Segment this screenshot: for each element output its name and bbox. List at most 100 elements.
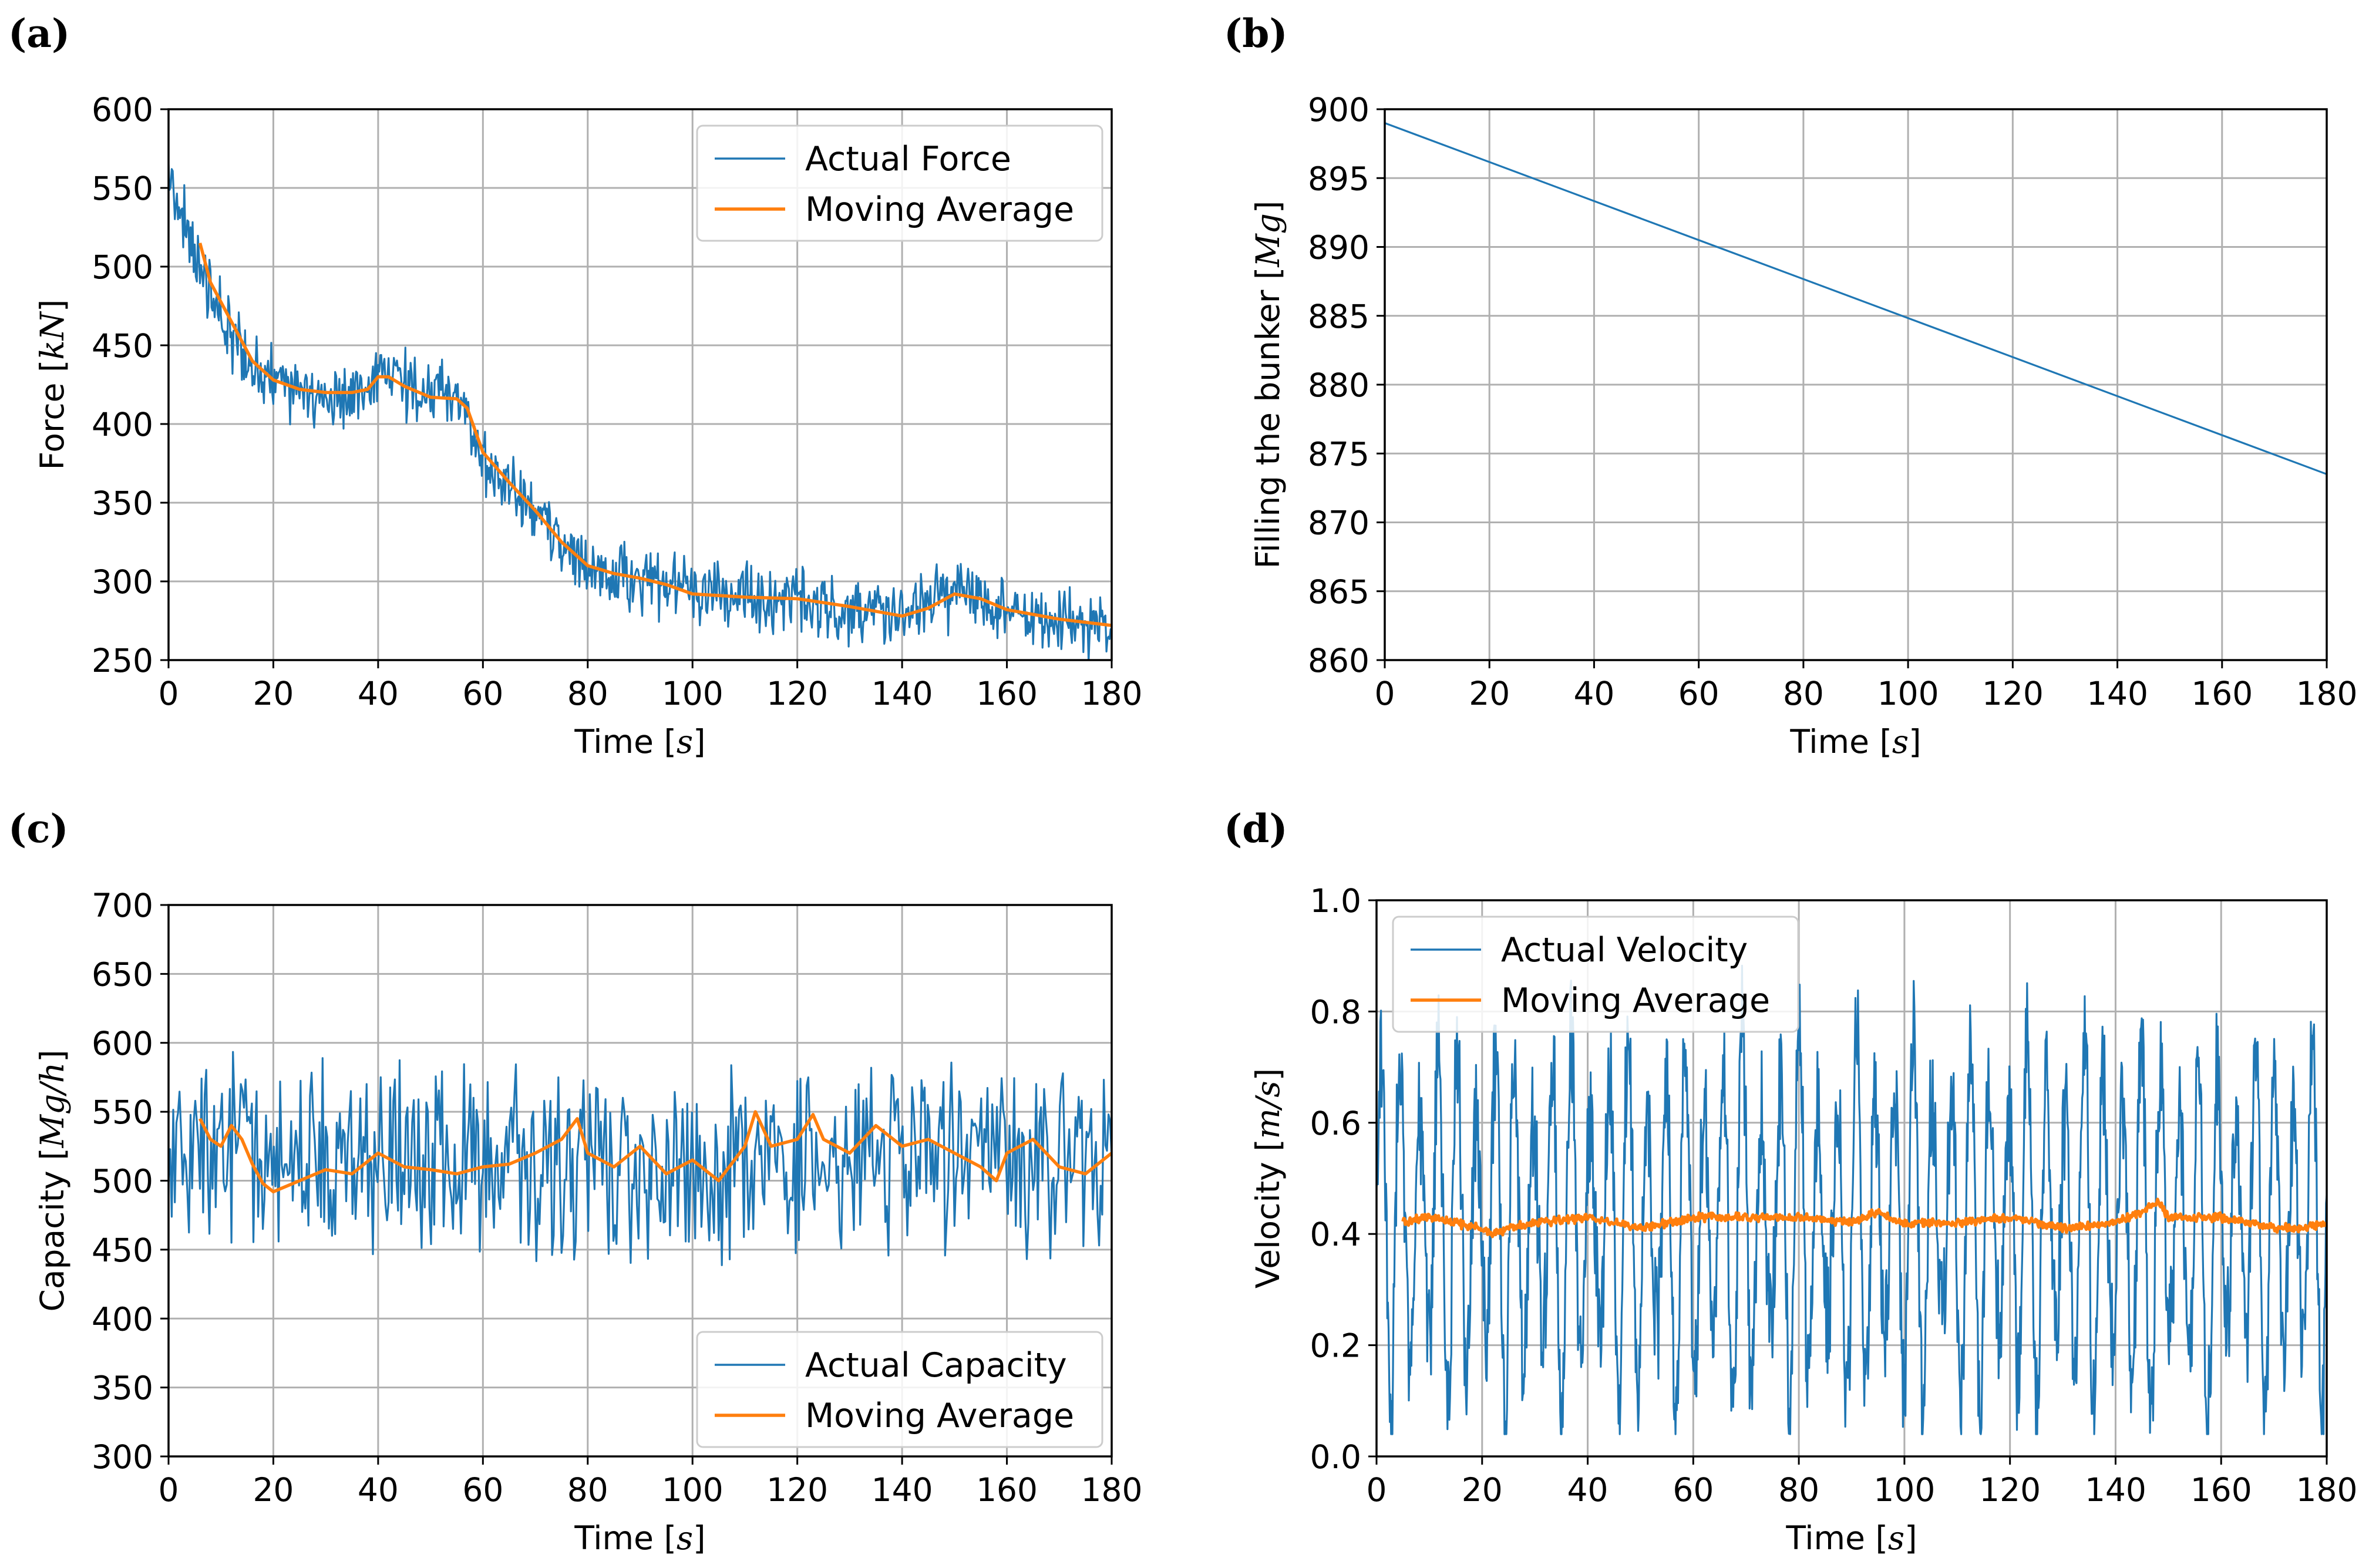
y-tick-label: 300 xyxy=(92,1438,153,1476)
x-tick-label: 0 xyxy=(1367,1471,1387,1509)
chart-c: 0 20 40 60 80 100 120 140 160 180 300 350 400 450 500 5… xyxy=(33,887,1142,1557)
chart-d: 0 20 40 60 80 100 120 140 160 180 0.0 0.2 0.4 0.6 0.8 1… xyxy=(1249,882,2357,1557)
series-group xyxy=(169,164,1112,660)
y-tick-label: 870 xyxy=(1308,504,1369,542)
y-tick-label: 860 xyxy=(1308,642,1369,679)
x-tick-label: 100 xyxy=(662,675,724,712)
y-tick-label: 450 xyxy=(92,327,153,365)
series-line-moving-average xyxy=(1401,1197,2327,1239)
y-tick-label: 895 xyxy=(1308,160,1369,197)
x-tick-label: 100 xyxy=(662,1471,724,1509)
series-group xyxy=(169,1051,1112,1266)
y-tick-label: 0.2 xyxy=(1310,1327,1361,1365)
x-tick-label: 80 xyxy=(1783,675,1824,712)
legend-box xyxy=(696,1331,1103,1448)
legend-label-actual: Actual Velocity xyxy=(1501,931,1748,970)
legend-box xyxy=(1392,916,1799,1033)
y-tick-label: 550 xyxy=(92,170,153,207)
y-axis-label: Velocity [m/s] xyxy=(1249,1068,1287,1288)
x-tick-label: 20 xyxy=(1462,1471,1503,1509)
y-tick-label: 300 xyxy=(92,563,153,601)
series-line-actual xyxy=(1377,964,2327,1435)
x-tick-label: 40 xyxy=(358,675,399,712)
y-tick-label: 650 xyxy=(92,955,153,993)
x-tick-label: 120 xyxy=(1982,675,2044,712)
y-tick-label: 890 xyxy=(1308,229,1369,267)
y-tick-label: 400 xyxy=(92,406,153,443)
x-tick-label: 100 xyxy=(1877,675,1939,712)
y-tick-label: 600 xyxy=(92,1025,153,1062)
x-tick-label: 160 xyxy=(976,675,1038,712)
x-tick-label: 140 xyxy=(2087,675,2148,712)
x-tick-label: 120 xyxy=(1979,1471,2041,1509)
legend-box xyxy=(696,125,1103,242)
series-group xyxy=(1377,964,2327,1435)
x-tick-label: 20 xyxy=(253,675,294,712)
y-tick-label: 550 xyxy=(92,1093,153,1131)
x-tick-label: 160 xyxy=(976,1471,1038,1509)
x-tick-label: 20 xyxy=(253,1471,294,1509)
x-tick-label: 60 xyxy=(1673,1471,1714,1509)
y-tick-label: 865 xyxy=(1308,573,1369,611)
x-tick-label: 120 xyxy=(766,1471,828,1509)
series-group xyxy=(1385,122,2327,475)
series-line-actual xyxy=(169,164,1112,660)
x-tick-label: 0 xyxy=(1375,675,1395,712)
y-tick-label: 900 xyxy=(1308,91,1369,129)
x-tick-label: 0 xyxy=(159,1471,179,1509)
plot-frame xyxy=(167,108,1113,661)
y-tick-label: 875 xyxy=(1308,435,1369,473)
x-tick-label: 80 xyxy=(567,1471,608,1509)
x-tick-label: 100 xyxy=(1873,1471,1935,1509)
y-tick-label: 250 xyxy=(92,642,153,679)
panel-label-d: (d) xyxy=(1224,806,1288,852)
plot-frame xyxy=(1375,899,2328,1458)
y-tick-label: 700 xyxy=(92,887,153,924)
y-tick-label: 500 xyxy=(92,1163,153,1200)
y-tick-label: 0.0 xyxy=(1310,1438,1361,1476)
x-tick-label: 160 xyxy=(2191,675,2253,712)
y-tick-label: 500 xyxy=(92,248,153,286)
y-tick-label: 1.0 xyxy=(1310,882,1361,920)
y-tick-label: 450 xyxy=(92,1231,153,1269)
x-tick-label: 140 xyxy=(2085,1471,2146,1509)
x-tick-label: 20 xyxy=(1469,675,1510,712)
panel-label-a: (a) xyxy=(8,11,70,56)
y-axis-label: Capacity [Mg/h] xyxy=(33,1049,71,1311)
x-tick-label: 180 xyxy=(2296,675,2358,712)
y-tick-label: 350 xyxy=(92,484,153,522)
x-axis-label: Time [s] xyxy=(1785,1519,1917,1557)
x-tick-label: 40 xyxy=(1573,675,1614,712)
x-tick-label: 180 xyxy=(1081,1471,1143,1509)
legend-label-moving-average: Moving Average xyxy=(805,190,1074,229)
x-axis-label: Time [s] xyxy=(574,1519,705,1557)
x-tick-label: 60 xyxy=(1678,675,1719,712)
y-tick-label: 0.8 xyxy=(1310,993,1361,1031)
x-tick-label: 80 xyxy=(1778,1471,1819,1509)
x-tick-label: 180 xyxy=(2296,1471,2358,1509)
x-tick-label: 40 xyxy=(358,1471,399,1509)
legend-label-moving-average: Moving Average xyxy=(1501,981,1770,1020)
y-tick-label: 0.6 xyxy=(1310,1105,1361,1142)
y-tick-label: 0.4 xyxy=(1310,1216,1361,1253)
y-tick-label: 600 xyxy=(92,91,153,129)
x-tick-label: 120 xyxy=(766,675,828,712)
y-tick-label: 350 xyxy=(92,1370,153,1407)
x-tick-label: 60 xyxy=(462,675,503,712)
x-tick-label: 140 xyxy=(871,1471,933,1509)
x-tick-label: 40 xyxy=(1567,1471,1609,1509)
series-line-actual xyxy=(169,1051,1112,1266)
x-tick-label: 160 xyxy=(2190,1471,2252,1509)
legend-label-actual: Actual Force xyxy=(805,140,1011,179)
x-tick-label: 80 xyxy=(567,675,608,712)
x-tick-label: 0 xyxy=(159,675,179,712)
series-line-moving-average xyxy=(198,1110,1112,1194)
y-axis-label: Force [kN] xyxy=(33,300,71,470)
y-axis-label: Filling the bunker [Mg] xyxy=(1249,201,1287,569)
y-tick-label: 885 xyxy=(1308,298,1369,335)
y-tick-label: 400 xyxy=(92,1300,153,1338)
x-tick-label: 60 xyxy=(462,1471,503,1509)
chart-b: 0 20 40 60 80 100 120 140 160 180 860 865 870 875 880 8… xyxy=(1249,91,2357,761)
